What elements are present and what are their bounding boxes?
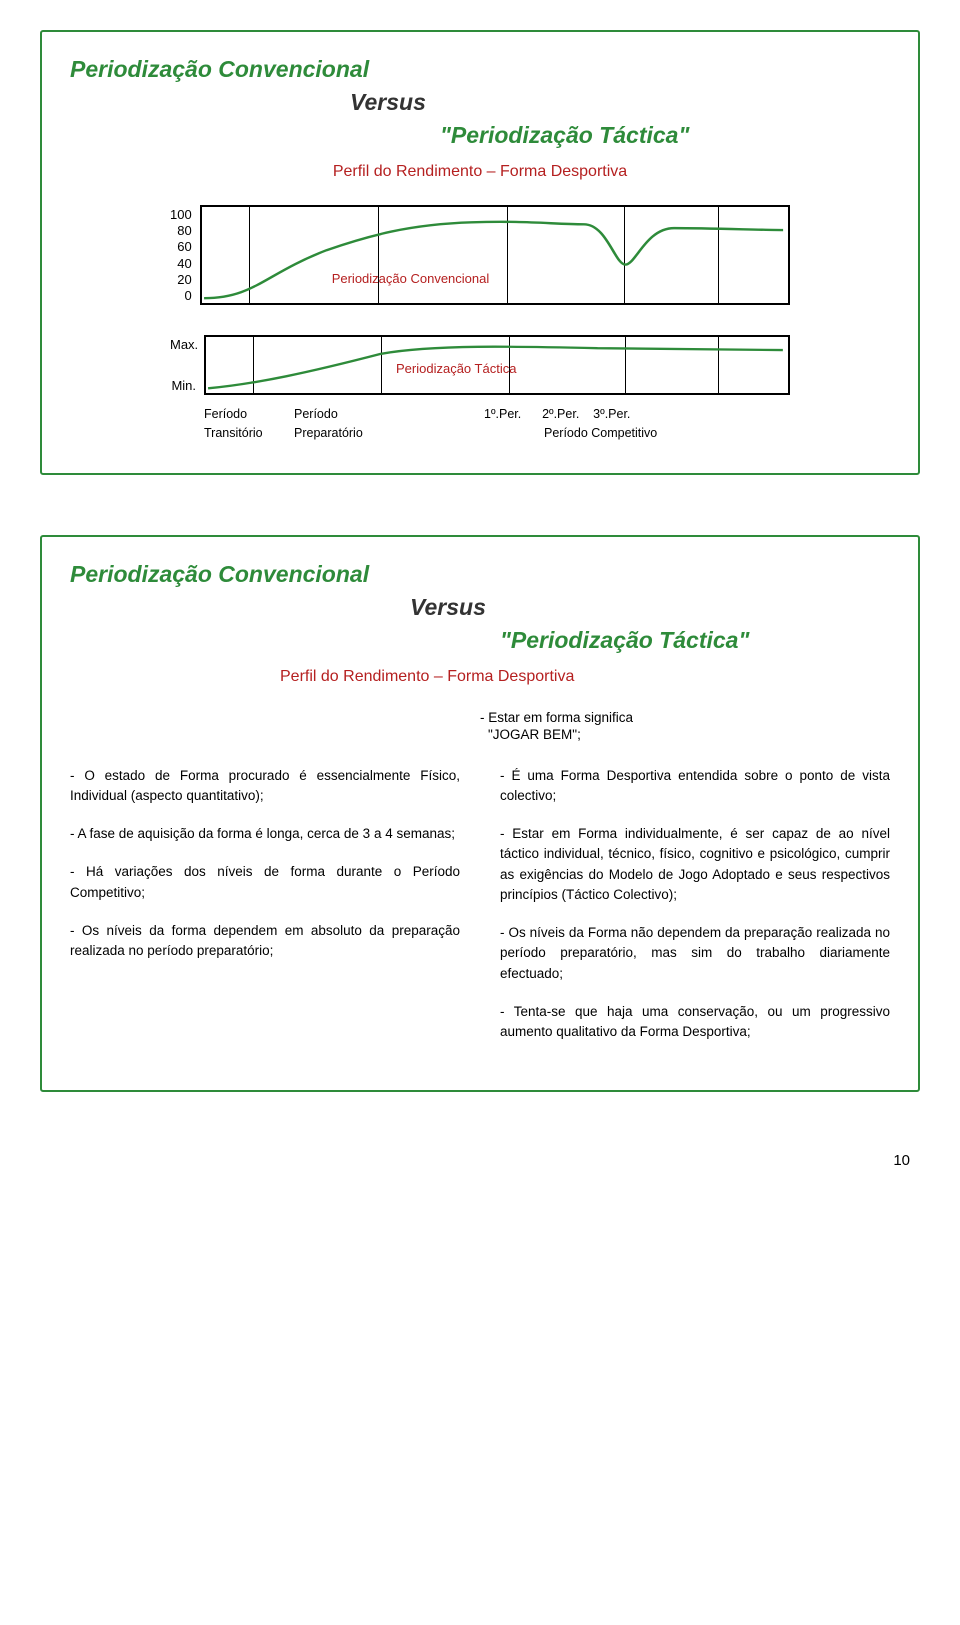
ytick: 0 <box>170 288 192 303</box>
chart-row-1: 100 80 60 40 20 0 Periodização Convencio… <box>170 205 790 305</box>
left-column: - O estado de Forma procurado é essencia… <box>70 766 460 1061</box>
two-column: - O estado de Forma procurado é essencia… <box>70 766 890 1061</box>
title-tactical-2: "Periodização Táctica" <box>500 627 890 654</box>
ytick: 20 <box>170 272 192 287</box>
chart-box-1: Periodização Convencional <box>200 205 790 305</box>
chart-container: 100 80 60 40 20 0 Periodização Convencio… <box>170 205 790 443</box>
bullet: - A fase de aquisição da forma é longa, … <box>70 824 460 844</box>
bullet: - Os níveis da Forma não dependem da pre… <box>500 923 890 984</box>
chart-line-1 <box>202 207 788 303</box>
card-chart: Periodização Convencional Versus "Period… <box>40 30 920 475</box>
y-axis-1: 100 80 60 40 20 0 <box>170 205 200 305</box>
ytick: 80 <box>170 223 192 238</box>
chart-label-2: Periodização Táctica <box>396 361 516 376</box>
bullet: - Estar em Forma individualmente, é ser … <box>500 824 890 905</box>
bullet: - É uma Forma Desportiva entendida sobre… <box>500 766 890 807</box>
right-column: - É uma Forma Desportiva entendida sobre… <box>500 766 890 1061</box>
y-axis-2: Max. Min. <box>170 335 204 395</box>
title-versus-2: Versus <box>410 594 890 621</box>
period-preparatory: Período Preparatório <box>294 405 404 443</box>
bullet: - Tenta-se que haja uma conservação, ou … <box>500 1002 890 1043</box>
period-transitory: Feríodo Transitório <box>204 405 294 443</box>
card-comparison: Periodização Convencional Versus "Period… <box>40 535 920 1093</box>
ytick: 40 <box>170 256 192 271</box>
ytick: 100 <box>170 207 192 222</box>
title-versus: Versus <box>350 89 890 116</box>
chart-box-2: Periodização Táctica <box>204 335 790 395</box>
subtitle-2: Perfil do Rendimento – Forma Desportiva <box>280 668 890 686</box>
significa-block: - Estar em forma significa "JOGAR BEM"; <box>70 710 890 742</box>
ytick: Max. <box>170 337 196 352</box>
bullet: - Os níveis da forma dependem em absolut… <box>70 921 460 962</box>
page-number: 10 <box>40 1152 920 1169</box>
period-competitive: 1º.Per. 2º.Per. 3º.Per. Período Competit… <box>404 405 790 443</box>
ytick: Min. <box>170 378 196 393</box>
chart-label-1: Periodização Convencional <box>332 271 490 286</box>
subtitle: Perfil do Rendimento – Forma Desportiva <box>70 163 890 181</box>
ytick: 60 <box>170 239 192 254</box>
title-tactical: "Periodização Táctica" <box>440 122 890 149</box>
title-conventional-2: Periodização Convencional <box>70 561 890 588</box>
title-conventional: Periodização Convencional <box>70 56 890 83</box>
bullet: - Há variações dos níveis de forma duran… <box>70 862 460 903</box>
periods-row: Feríodo Transitório Período Preparatório… <box>170 405 790 443</box>
bullet: - O estado de Forma procurado é essencia… <box>70 766 460 807</box>
chart-row-2: Max. Min. Periodização Táctica <box>170 335 790 395</box>
